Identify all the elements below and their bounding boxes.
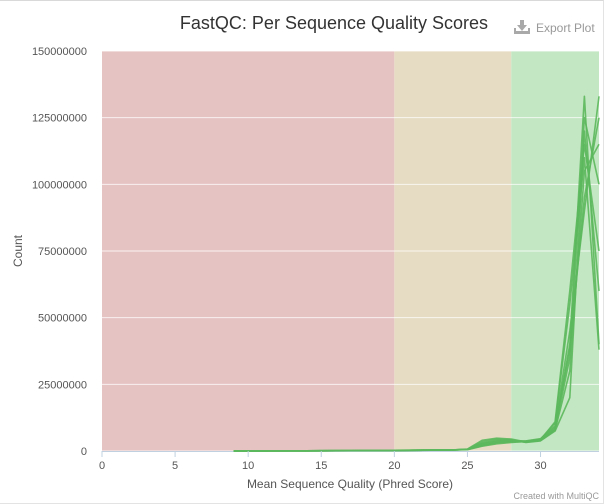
x-axis-label: Mean Sequence Quality (Phred Score): [247, 477, 453, 491]
y-tick-label: 0: [81, 446, 87, 458]
y-axis-label: Count: [11, 234, 25, 267]
credit-text: Created with MultiQC: [513, 491, 599, 501]
x-tick-labels: 0 5 10 15 20 25 30: [99, 451, 547, 472]
x-tick-label: 20: [388, 460, 400, 472]
x-tick-label: 0: [99, 460, 105, 472]
export-plot-label: Export Plot: [536, 21, 595, 35]
y-tick-label: 100000000: [32, 179, 87, 191]
export-plot-button[interactable]: Export Plot: [514, 20, 595, 35]
x-tick-label: 25: [461, 460, 473, 472]
x-tick-label: 5: [172, 460, 178, 472]
x-tick-label: 10: [242, 460, 254, 472]
y-tick-labels: 0 25000000 50000000 75000000 100000000 125000…: [32, 46, 87, 458]
y-tick-label: 125000000: [32, 113, 87, 125]
x-tick-label: 15: [315, 460, 327, 472]
y-tick-label: 75000000: [38, 246, 87, 258]
series-lines: [233, 95, 600, 452]
y-tick-label: 150000000: [32, 46, 87, 58]
y-tick-label: 50000000: [38, 313, 87, 325]
series-line-8[interactable]: [233, 143, 600, 452]
y-tick-label: 25000000: [38, 379, 87, 391]
x-tick-label: 30: [534, 460, 546, 472]
download-icon: [514, 20, 530, 34]
chart-title: FastQC: Per Sequence Quality Scores: [180, 13, 488, 33]
